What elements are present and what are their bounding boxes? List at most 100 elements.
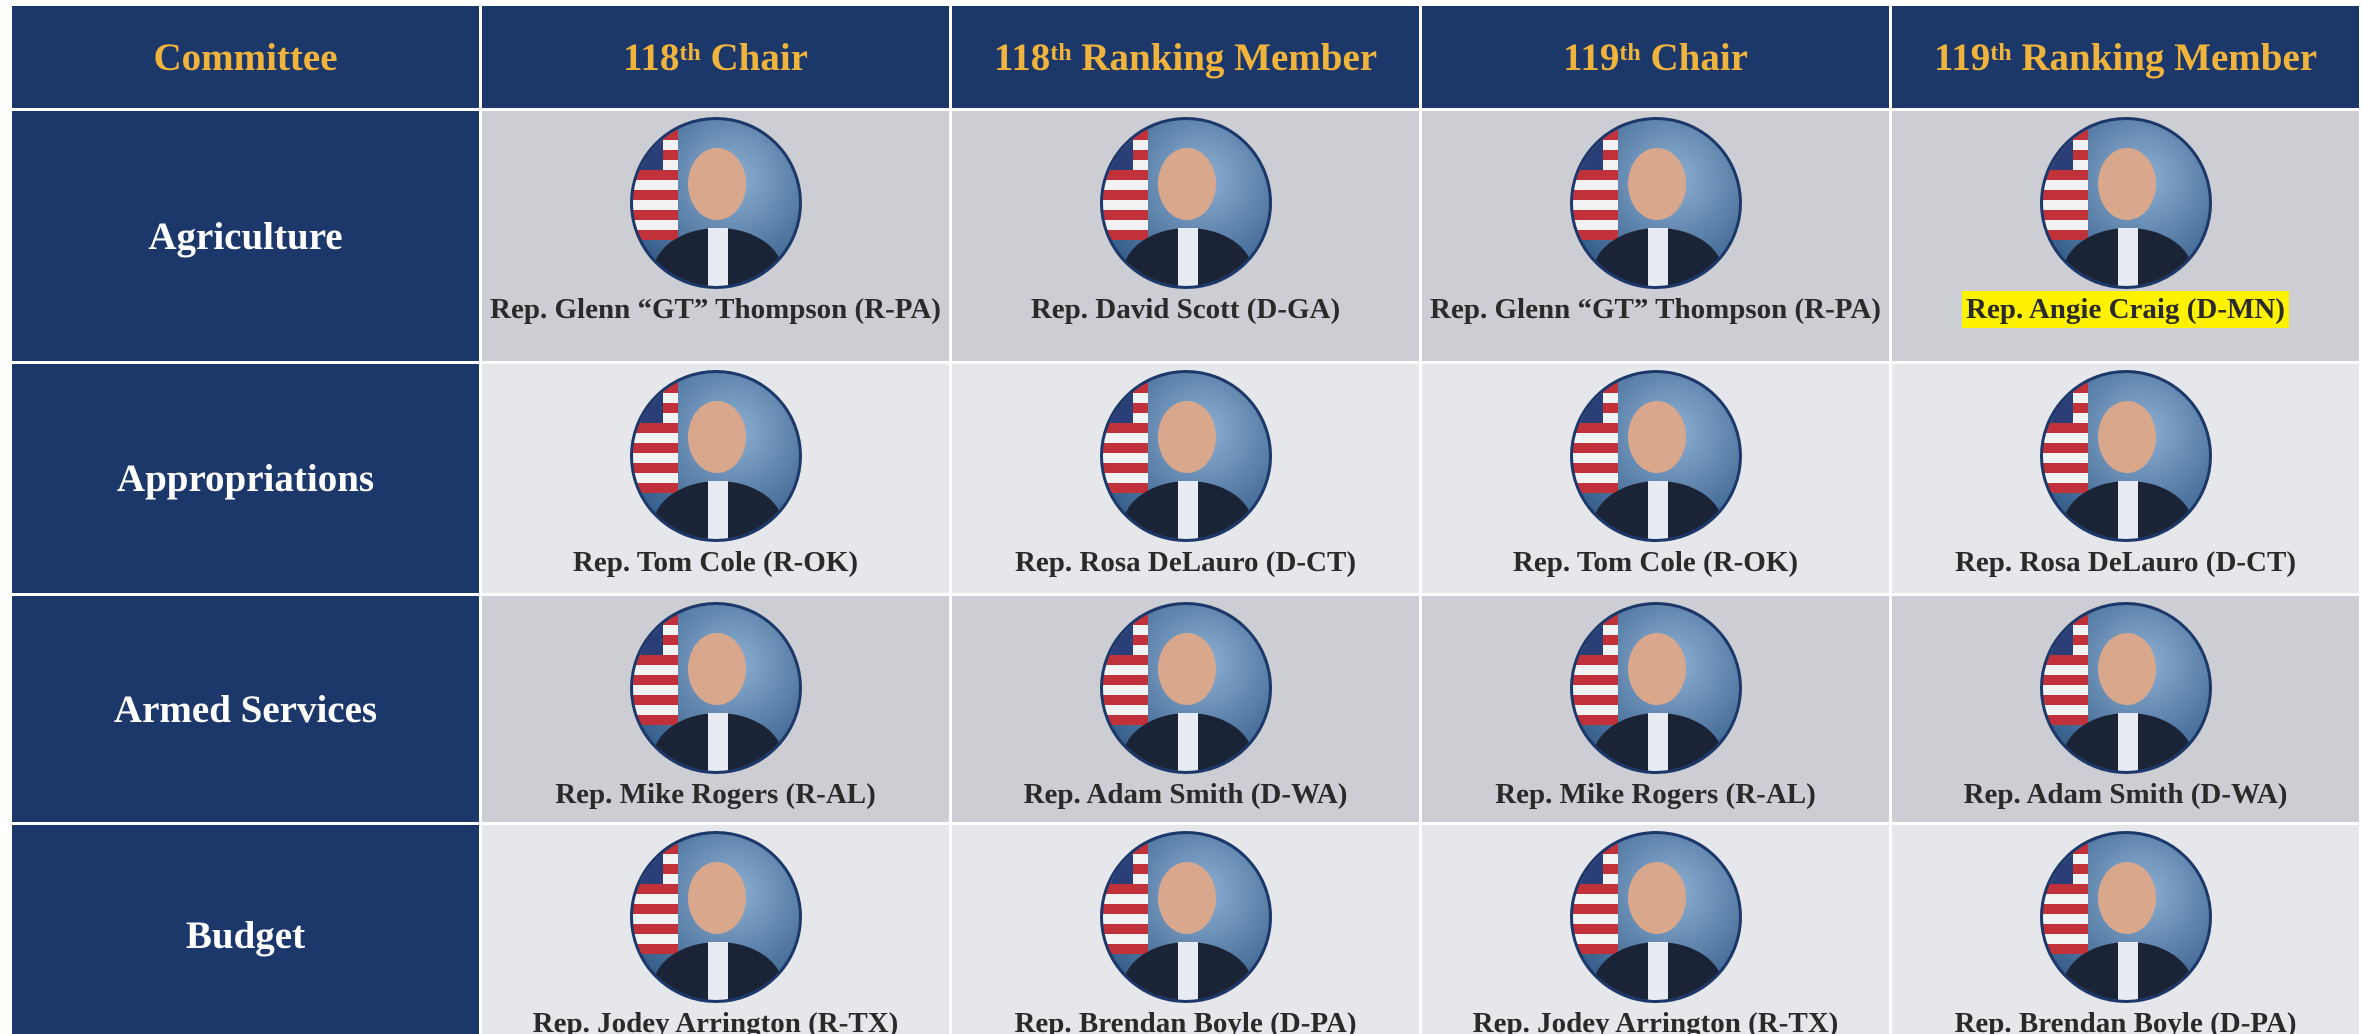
flag	[1103, 844, 1148, 954]
member-name: Rep. Rosa DeLauro (D-CT)	[1955, 544, 2296, 581]
member-photo	[630, 117, 802, 289]
member-name: Rep. Rosa DeLauro (D-CT)	[1015, 544, 1356, 581]
member-cell: Rep. Tom Cole (R-OK)	[482, 364, 949, 593]
member-photo	[1570, 370, 1742, 542]
header-cell: Committee	[12, 6, 479, 108]
header-label: Chair	[710, 35, 808, 80]
face	[2098, 862, 2156, 934]
header-suffix: th	[1990, 40, 2011, 67]
committee-name: Budget	[186, 913, 305, 958]
face	[688, 862, 746, 934]
flag	[1573, 844, 1618, 954]
flag	[2043, 130, 2088, 240]
header-number: 118	[623, 35, 679, 80]
member-cell: Rep. Adam Smith (D-WA)	[952, 596, 1419, 822]
flag	[1573, 130, 1618, 240]
member-name: Rep. Tom Cole (R-OK)	[573, 544, 858, 581]
flag	[1573, 615, 1618, 725]
member-name: Rep. Glenn “GT” Thompson (R-PA)	[1430, 291, 1881, 328]
member-name: Rep. Jodey Arrington (R-TX)	[1473, 1005, 1839, 1034]
face	[2098, 148, 2156, 220]
member-name: Rep. Tom Cole (R-OK)	[1513, 544, 1798, 581]
flag	[2043, 383, 2088, 493]
face	[688, 401, 746, 473]
face	[1628, 401, 1686, 473]
member-photo	[2040, 117, 2212, 289]
member-name: Rep. Jodey Arrington (R-TX)	[533, 1005, 899, 1034]
face	[2098, 401, 2156, 473]
flag	[2043, 844, 2088, 954]
committee-cell: Budget	[12, 825, 479, 1034]
member-cell: Rep. Rosa DeLauro (D-CT)	[1892, 364, 2359, 593]
face	[2098, 633, 2156, 705]
member-cell: Rep. Brendan Boyle (D-PA)	[952, 825, 1419, 1034]
member-cell: Rep. Rosa DeLauro (D-CT)	[952, 364, 1419, 593]
header-text: Committee	[153, 35, 337, 80]
face	[688, 633, 746, 705]
member-photo	[1100, 370, 1272, 542]
header-number: 119	[1934, 35, 1990, 80]
face	[688, 148, 746, 220]
committee-name: Appropriations	[117, 456, 374, 501]
header-suffix: th	[1050, 40, 1071, 67]
face	[1158, 401, 1216, 473]
flag	[1103, 615, 1148, 725]
committee-cell: Appropriations	[12, 364, 479, 593]
committee-cell: Agriculture	[12, 111, 479, 361]
member-photo	[1570, 831, 1742, 1003]
face	[1158, 862, 1216, 934]
member-cell: Rep. Glenn “GT” Thompson (R-PA)	[1422, 111, 1889, 361]
flag	[633, 844, 678, 954]
flag	[633, 615, 678, 725]
member-cell: Rep. Tom Cole (R-OK)	[1422, 364, 1889, 593]
member-photo	[2040, 831, 2212, 1003]
member-photo	[1100, 831, 1272, 1003]
member-name: Rep. Mike Rogers (R-AL)	[1495, 776, 1816, 813]
flag	[2043, 615, 2088, 725]
flag	[1103, 383, 1148, 493]
member-photo	[2040, 370, 2212, 542]
page: Committee118th Chair118th Ranking Member…	[0, 0, 2362, 1034]
member-name: Rep. David Scott (D-GA)	[1031, 291, 1340, 328]
face	[1628, 633, 1686, 705]
face	[1158, 633, 1216, 705]
header-label: Ranking Member	[2021, 35, 2317, 80]
member-name: Rep. Brendan Boyle (D-PA)	[1954, 1005, 2296, 1034]
member-cell: Rep. Glenn “GT” Thompson (R-PA)	[482, 111, 949, 361]
flag	[1573, 383, 1618, 493]
committee-name: Armed Services	[114, 687, 377, 732]
member-photo	[1570, 117, 1742, 289]
header-label: Chair	[1650, 35, 1748, 80]
header-number: 119	[1563, 35, 1619, 80]
member-photo	[630, 831, 802, 1003]
face	[1628, 148, 1686, 220]
member-name: Rep. Brendan Boyle (D-PA)	[1014, 1005, 1356, 1034]
committee-name: Agriculture	[148, 214, 342, 259]
member-cell: Rep. Adam Smith (D-WA)	[1892, 596, 2359, 822]
header-suffix: th	[1619, 40, 1640, 67]
flag	[1103, 130, 1148, 240]
face	[1628, 862, 1686, 934]
member-photo	[1570, 602, 1742, 774]
member-cell: Rep. Jodey Arrington (R-TX)	[1422, 825, 1889, 1034]
member-photo	[1100, 117, 1272, 289]
member-photo	[630, 602, 802, 774]
member-name: Rep. Glenn “GT” Thompson (R-PA)	[490, 291, 941, 328]
member-name: Rep. Adam Smith (D-WA)	[1964, 776, 2288, 813]
member-cell: Rep. Jodey Arrington (R-TX)	[482, 825, 949, 1034]
member-name: Rep. Adam Smith (D-WA)	[1024, 776, 1348, 813]
header-number: 118	[994, 35, 1050, 80]
member-cell: Rep. David Scott (D-GA)	[952, 111, 1419, 361]
flag	[633, 383, 678, 493]
header-suffix: th	[679, 40, 700, 67]
member-cell: Rep. Mike Rogers (R-AL)	[482, 596, 949, 822]
committee-cell: Armed Services	[12, 596, 479, 822]
member-name: Rep. Mike Rogers (R-AL)	[555, 776, 876, 813]
header-label: Ranking Member	[1081, 35, 1377, 80]
face	[1158, 148, 1216, 220]
